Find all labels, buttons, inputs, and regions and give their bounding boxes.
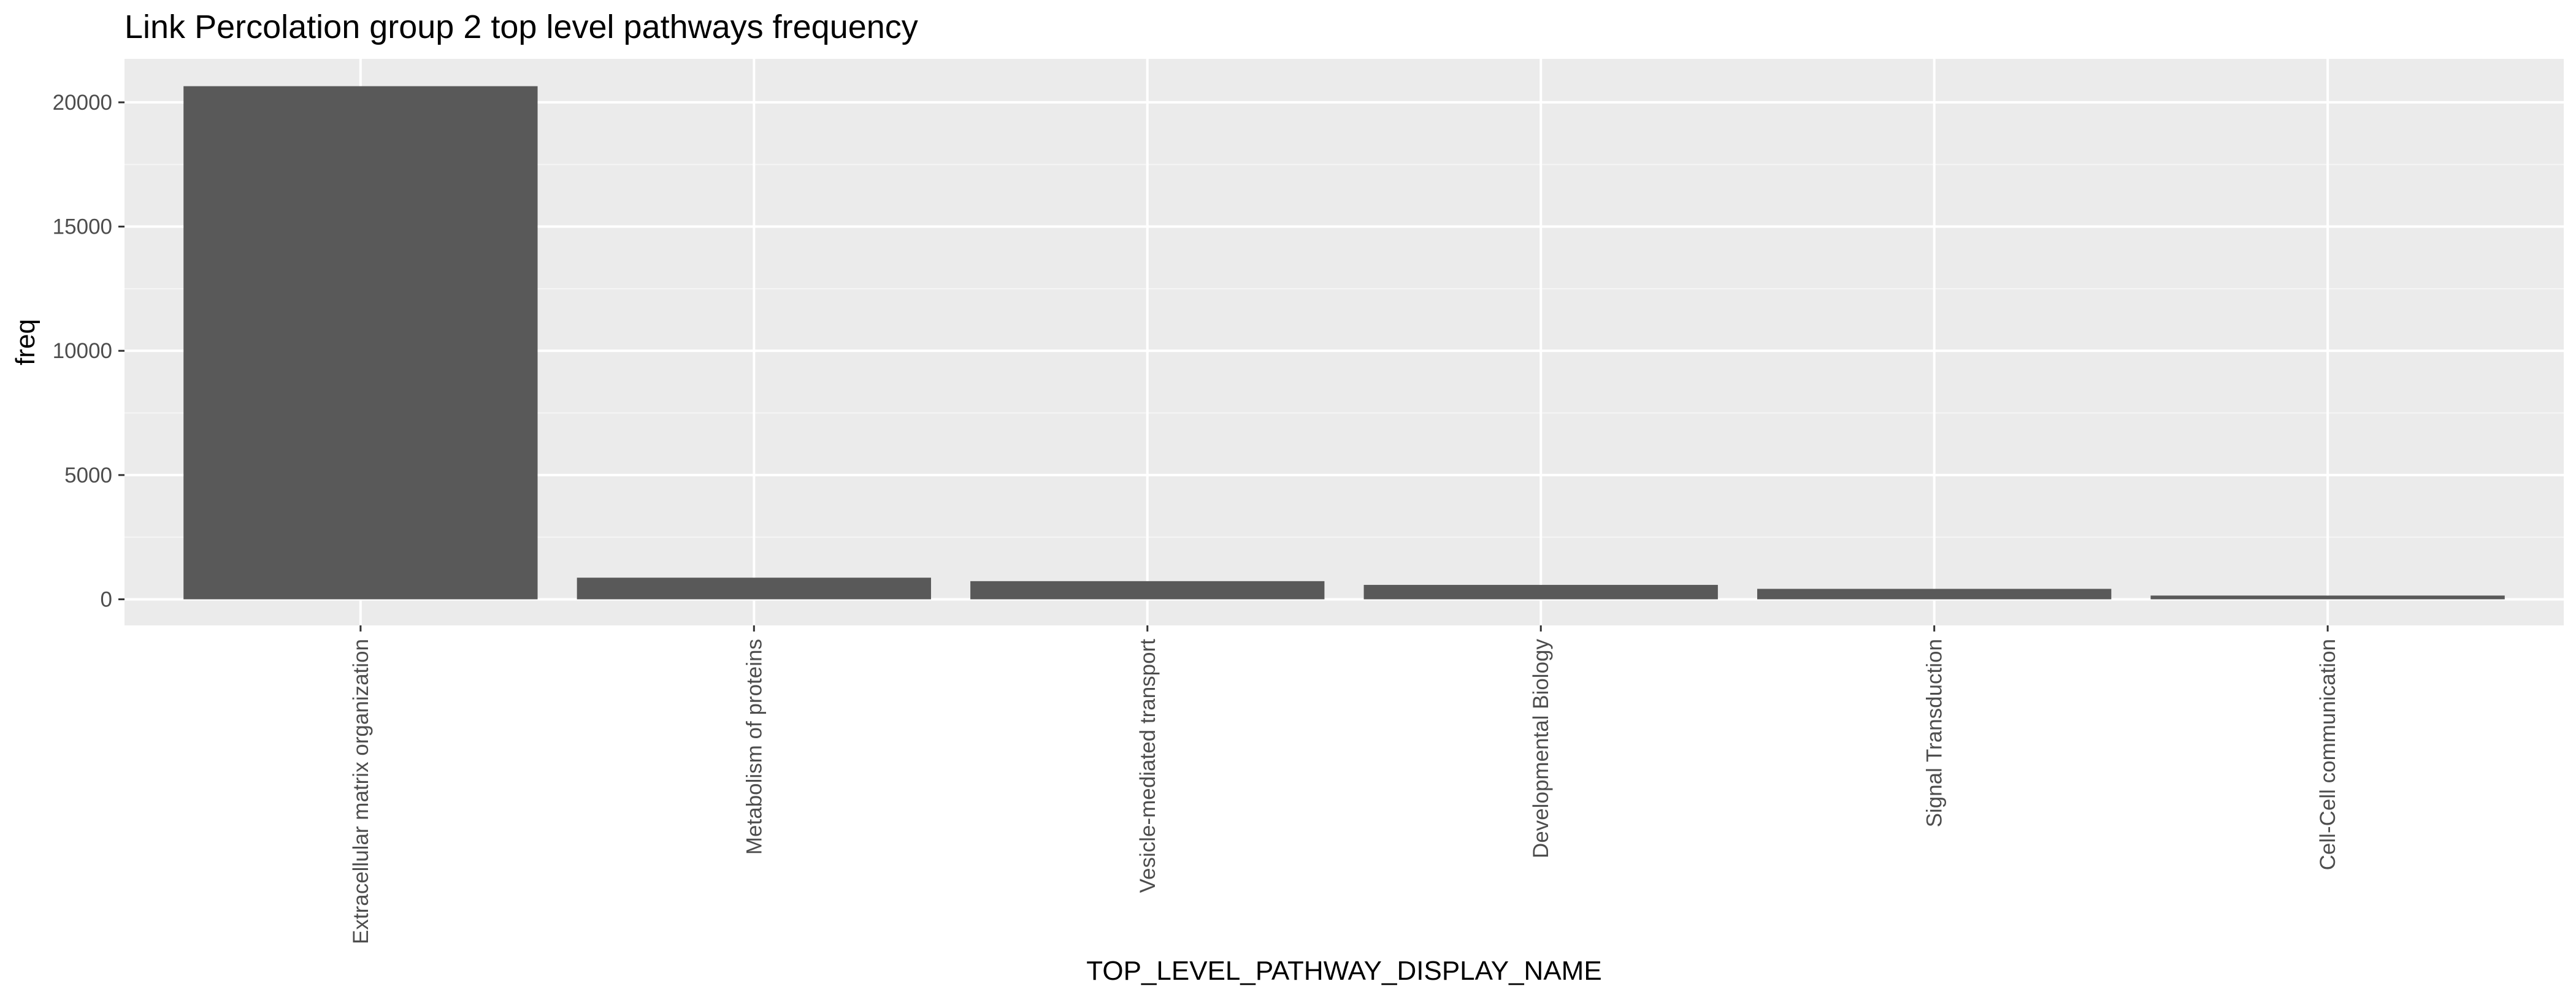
y-tick-label: 15000: [53, 215, 112, 239]
x-tick-label: Cell-Cell communication: [2316, 639, 2340, 870]
bar: [1364, 585, 1718, 600]
x-axis-title: TOP_LEVEL_PATHWAY_DISPLAY_NAME: [1086, 956, 1601, 986]
y-axis-title: freq: [10, 319, 40, 365]
y-tick-label: 0: [101, 587, 112, 611]
x-tick-label: Metabolism of proteins: [742, 639, 766, 855]
x-tick-label: Vesicle-mediated transport: [1136, 639, 1160, 893]
y-tick-label: 20000: [53, 91, 112, 115]
bar: [577, 578, 931, 599]
x-tick-label: Developmental Biology: [1529, 639, 1553, 858]
y-tick-label: 10000: [53, 339, 112, 363]
x-tick-label: Signal Transduction: [1923, 639, 1947, 827]
bar: [183, 86, 537, 600]
bar: [2150, 595, 2504, 599]
bar: [970, 581, 1324, 600]
y-tick-label: 5000: [64, 464, 112, 487]
bar: [1757, 589, 2111, 599]
chart-title: Link Percolation group 2 top level pathw…: [125, 9, 918, 45]
x-tick-label: Extracellular matrix organization: [349, 639, 373, 944]
